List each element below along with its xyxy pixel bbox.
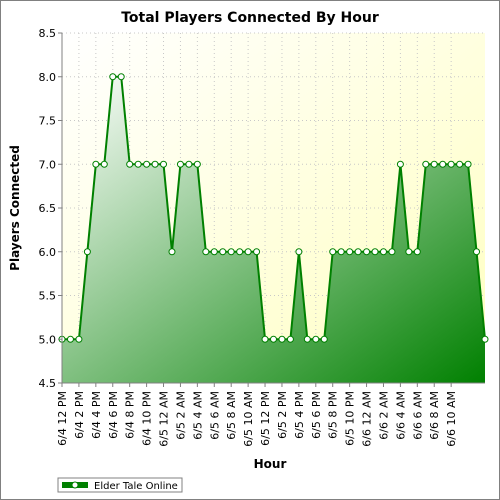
y-tick-label: 7.5	[39, 115, 57, 128]
x-axis-title: Hour	[254, 457, 287, 471]
data-point	[219, 248, 227, 256]
data-point	[439, 160, 447, 168]
x-tick-label: 6/5 10 AM	[242, 391, 255, 447]
data-point	[464, 160, 472, 168]
data-point	[456, 160, 464, 168]
x-tick-label: 6/5 6 PM	[310, 391, 323, 439]
data-point	[278, 335, 286, 343]
x-tick-label: 6/5 2 PM	[276, 391, 289, 439]
y-tick-label: 6.0	[39, 246, 57, 259]
data-point	[270, 335, 277, 343]
x-tick-labels: 6/4 12 PM 6/4 2 PM 6/4 4 PM 6/4 6 PM 6/4 8 P…	[56, 383, 458, 447]
x-tick-label: 6/6 12 AM	[361, 391, 374, 447]
x-tick-label: 6/6 4 AM	[394, 391, 407, 440]
data-point	[193, 160, 201, 168]
data-point	[422, 160, 430, 168]
data-point	[134, 160, 142, 168]
y-tick-label: 5.5	[39, 290, 57, 303]
data-point	[210, 248, 218, 256]
data-point	[236, 248, 244, 256]
x-tick-label: 6/6 2 AM	[377, 391, 390, 440]
data-point	[75, 335, 83, 343]
x-tick-label: 6/4 8 PM	[124, 391, 137, 439]
x-tick-label: 6/4 2 PM	[73, 391, 86, 439]
data-point	[109, 73, 117, 81]
y-tick-label: 5.0	[39, 333, 57, 346]
y-tick-labels: 4.5 5.0 5.5 6.0 6.5 7.0 7.5 8.0 8.5	[39, 27, 62, 390]
data-point	[151, 160, 159, 168]
y-tick-label: 7.0	[39, 158, 57, 171]
y-tick-label: 4.5	[39, 377, 57, 390]
x-tick-label: 6/5 2 AM	[174, 391, 187, 440]
data-point	[346, 248, 354, 256]
data-point	[473, 248, 481, 256]
data-point	[286, 335, 294, 343]
data-points	[58, 73, 489, 343]
data-point	[371, 248, 379, 256]
x-tick-label: 6/5 4 PM	[293, 391, 306, 439]
data-point	[320, 335, 328, 343]
data-point	[83, 248, 91, 256]
x-tick-label: 6/5 6 AM	[208, 391, 221, 440]
y-tick-label: 8.5	[39, 27, 57, 40]
x-tick-label: 6/4 12 PM	[56, 391, 69, 446]
data-point	[185, 160, 193, 168]
x-tick-label: 6/4 4 PM	[90, 391, 103, 439]
x-tick-label: 6/5 4 AM	[191, 391, 204, 440]
data-point	[303, 335, 311, 343]
data-point	[227, 248, 235, 256]
data-point	[117, 73, 125, 81]
data-point	[202, 248, 210, 256]
data-point	[447, 160, 455, 168]
data-point	[396, 160, 404, 168]
data-point	[66, 335, 74, 343]
x-tick-label: 6/6 6 AM	[411, 391, 424, 440]
legend-label: Elder Tale Online	[94, 481, 178, 492]
x-tick-label: 6/5 10 PM	[344, 391, 357, 446]
data-point	[312, 335, 320, 343]
data-point	[168, 248, 176, 256]
data-point	[329, 248, 337, 256]
x-tick-label: 6/5 8 AM	[225, 391, 238, 440]
data-point	[100, 160, 108, 168]
legend-box	[57, 477, 183, 493]
data-point	[379, 248, 387, 256]
data-point	[430, 160, 438, 168]
y-axis-title: Players Connected	[8, 145, 22, 271]
x-tick-label: 6/6 10 AM	[445, 391, 458, 447]
data-point	[92, 160, 100, 168]
legend: Elder Tale Online	[57, 477, 183, 493]
x-tick-label: 6/6 8 AM	[428, 391, 441, 440]
x-tick-label: 6/5 8 PM	[327, 391, 340, 439]
data-point	[160, 160, 168, 168]
data-point	[354, 248, 362, 256]
data-point	[363, 248, 371, 256]
data-point	[405, 248, 413, 256]
data-point	[253, 248, 261, 256]
data-point	[143, 160, 151, 168]
x-tick-label: 6/5 12 AM	[158, 391, 171, 447]
series-area-fill	[62, 76, 485, 383]
x-tick-label: 6/4 10 PM	[141, 391, 154, 446]
x-tick-label: 6/5 12 PM	[259, 391, 272, 446]
data-point	[295, 248, 303, 256]
data-point	[244, 248, 252, 256]
data-point	[176, 160, 184, 168]
y-tick-label: 8.0	[39, 71, 57, 84]
data-point	[261, 335, 269, 343]
legend-marker-icon	[71, 481, 79, 489]
data-point	[481, 335, 489, 343]
data-point	[388, 248, 396, 256]
y-tick-label: 6.5	[39, 202, 57, 215]
data-point	[413, 248, 421, 256]
x-tick-label: 6/4 6 PM	[107, 391, 120, 439]
chart-title: Total Players Connected By Hour	[121, 10, 379, 26]
data-point	[337, 248, 345, 256]
data-point	[126, 160, 134, 168]
